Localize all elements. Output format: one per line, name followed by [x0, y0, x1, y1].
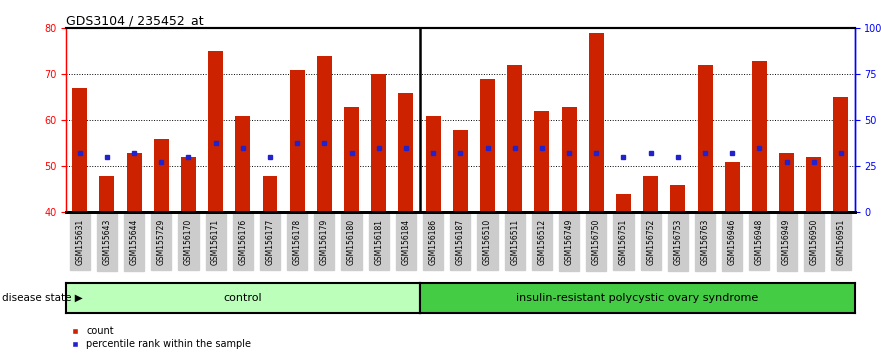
Bar	[181, 157, 196, 212]
Bar	[589, 33, 603, 212]
Bar	[127, 153, 142, 212]
Bar	[779, 153, 794, 212]
Bar	[235, 116, 250, 212]
Bar	[317, 56, 332, 212]
Bar	[670, 185, 685, 212]
Bar	[398, 93, 413, 212]
Bar	[751, 61, 766, 212]
Text: insulin-resistant polycystic ovary syndrome: insulin-resistant polycystic ovary syndr…	[516, 293, 759, 303]
Bar	[426, 116, 440, 212]
Text: disease state ▶: disease state ▶	[2, 293, 83, 303]
Bar	[507, 65, 522, 212]
Bar	[263, 176, 278, 212]
Text: GDS3104 / 235452_at: GDS3104 / 235452_at	[66, 14, 204, 27]
Text: control: control	[224, 293, 263, 303]
Bar	[698, 65, 713, 212]
Bar	[208, 51, 223, 212]
Bar	[643, 176, 658, 212]
Bar	[154, 139, 169, 212]
Bar	[806, 157, 821, 212]
Bar	[371, 74, 386, 212]
Bar	[344, 107, 359, 212]
Bar	[616, 194, 631, 212]
Bar	[535, 111, 550, 212]
Bar	[100, 176, 115, 212]
Bar	[72, 88, 87, 212]
Bar	[453, 130, 468, 212]
Bar	[833, 97, 848, 212]
Bar	[725, 162, 740, 212]
Legend: count, percentile rank within the sample: count, percentile rank within the sample	[71, 326, 251, 349]
Bar	[480, 79, 495, 212]
Bar	[290, 70, 305, 212]
Bar	[561, 107, 576, 212]
